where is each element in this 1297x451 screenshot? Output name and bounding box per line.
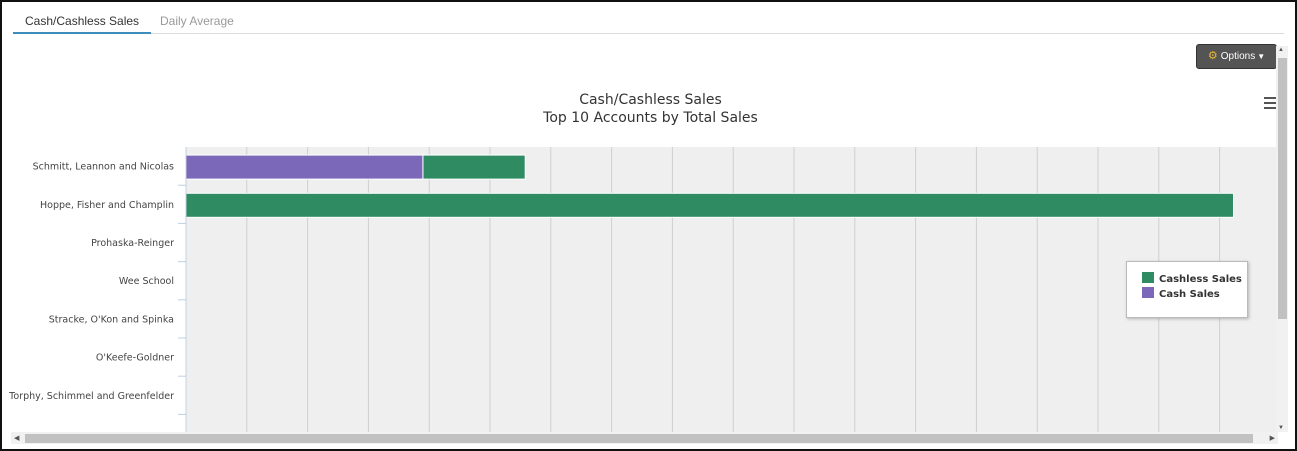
caret-down-icon: ▼ [1257,52,1266,61]
bar-cashless-sales [422,154,526,180]
legend-swatch-cashless [1142,272,1154,283]
bar-cash-sales [186,154,424,180]
chart-title: Cash/Cashless Sales [579,92,722,108]
plot-background [186,147,1276,432]
category-label: Schmitt, Leannon and Nicolas [33,162,174,173]
legend-swatch-cash [1142,287,1154,298]
chart-legend: Cashless Sales Cash Sales [1126,261,1248,318]
tab-daily-average[interactable]: Daily Average [160,14,234,28]
chart-subtitle: Top 10 Accounts by Total Sales [543,110,758,126]
horizontal-scroll-thumb[interactable] [25,434,1253,443]
plot-area [186,147,1235,432]
category-label: O'Keefe-Goldner [96,353,174,364]
vertical-scroll-thumb[interactable] [1278,58,1287,319]
options-button[interactable]: ⚙ Options ▼ [1196,44,1277,69]
scroll-up-arrow-icon[interactable]: ▲ [1278,47,1284,53]
category-label: Stracke, O'Kon and Spinka [49,314,174,325]
scroll-left-arrow-icon[interactable]: ◀ [14,435,20,442]
scroll-right-arrow-icon[interactable]: ▶ [1269,435,1275,442]
category-label: Wee School [119,276,174,287]
tab-cash-cashless-sales[interactable]: Cash/Cashless Sales [13,8,152,34]
tab-bar: Cash/Cashless Sales Daily Average [13,8,1284,34]
legend-label-cash: Cash Sales [1159,289,1220,300]
legend-item-cash-sales[interactable]: Cash Sales [1142,287,1247,302]
horizontal-scrollbar[interactable]: ◀ ▶ [11,432,1278,444]
category-label: Torphy, Schimmel and Greenfelder [8,391,174,402]
legend-item-cashless-sales[interactable]: Cashless Sales [1142,272,1247,287]
hamburger-menu-icon[interactable] [1264,97,1277,109]
options-label: Options [1220,51,1256,62]
bar-cashless-sales [186,192,1235,218]
category-label: Prohaska-Reinger [91,238,174,249]
legend-label-cashless: Cashless Sales [1159,274,1242,285]
scroll-down-arrow-icon[interactable]: ▼ [1278,425,1284,431]
category-label: Hoppe, Fisher and Champlin [40,200,174,211]
vertical-scrollbar[interactable]: ▲ ▼ [1276,46,1288,432]
cogs-icon: ⚙ [1207,50,1218,62]
bar-chart: Schmitt, Leannon and Nicolas Hoppe, Fishe… [8,147,1276,432]
